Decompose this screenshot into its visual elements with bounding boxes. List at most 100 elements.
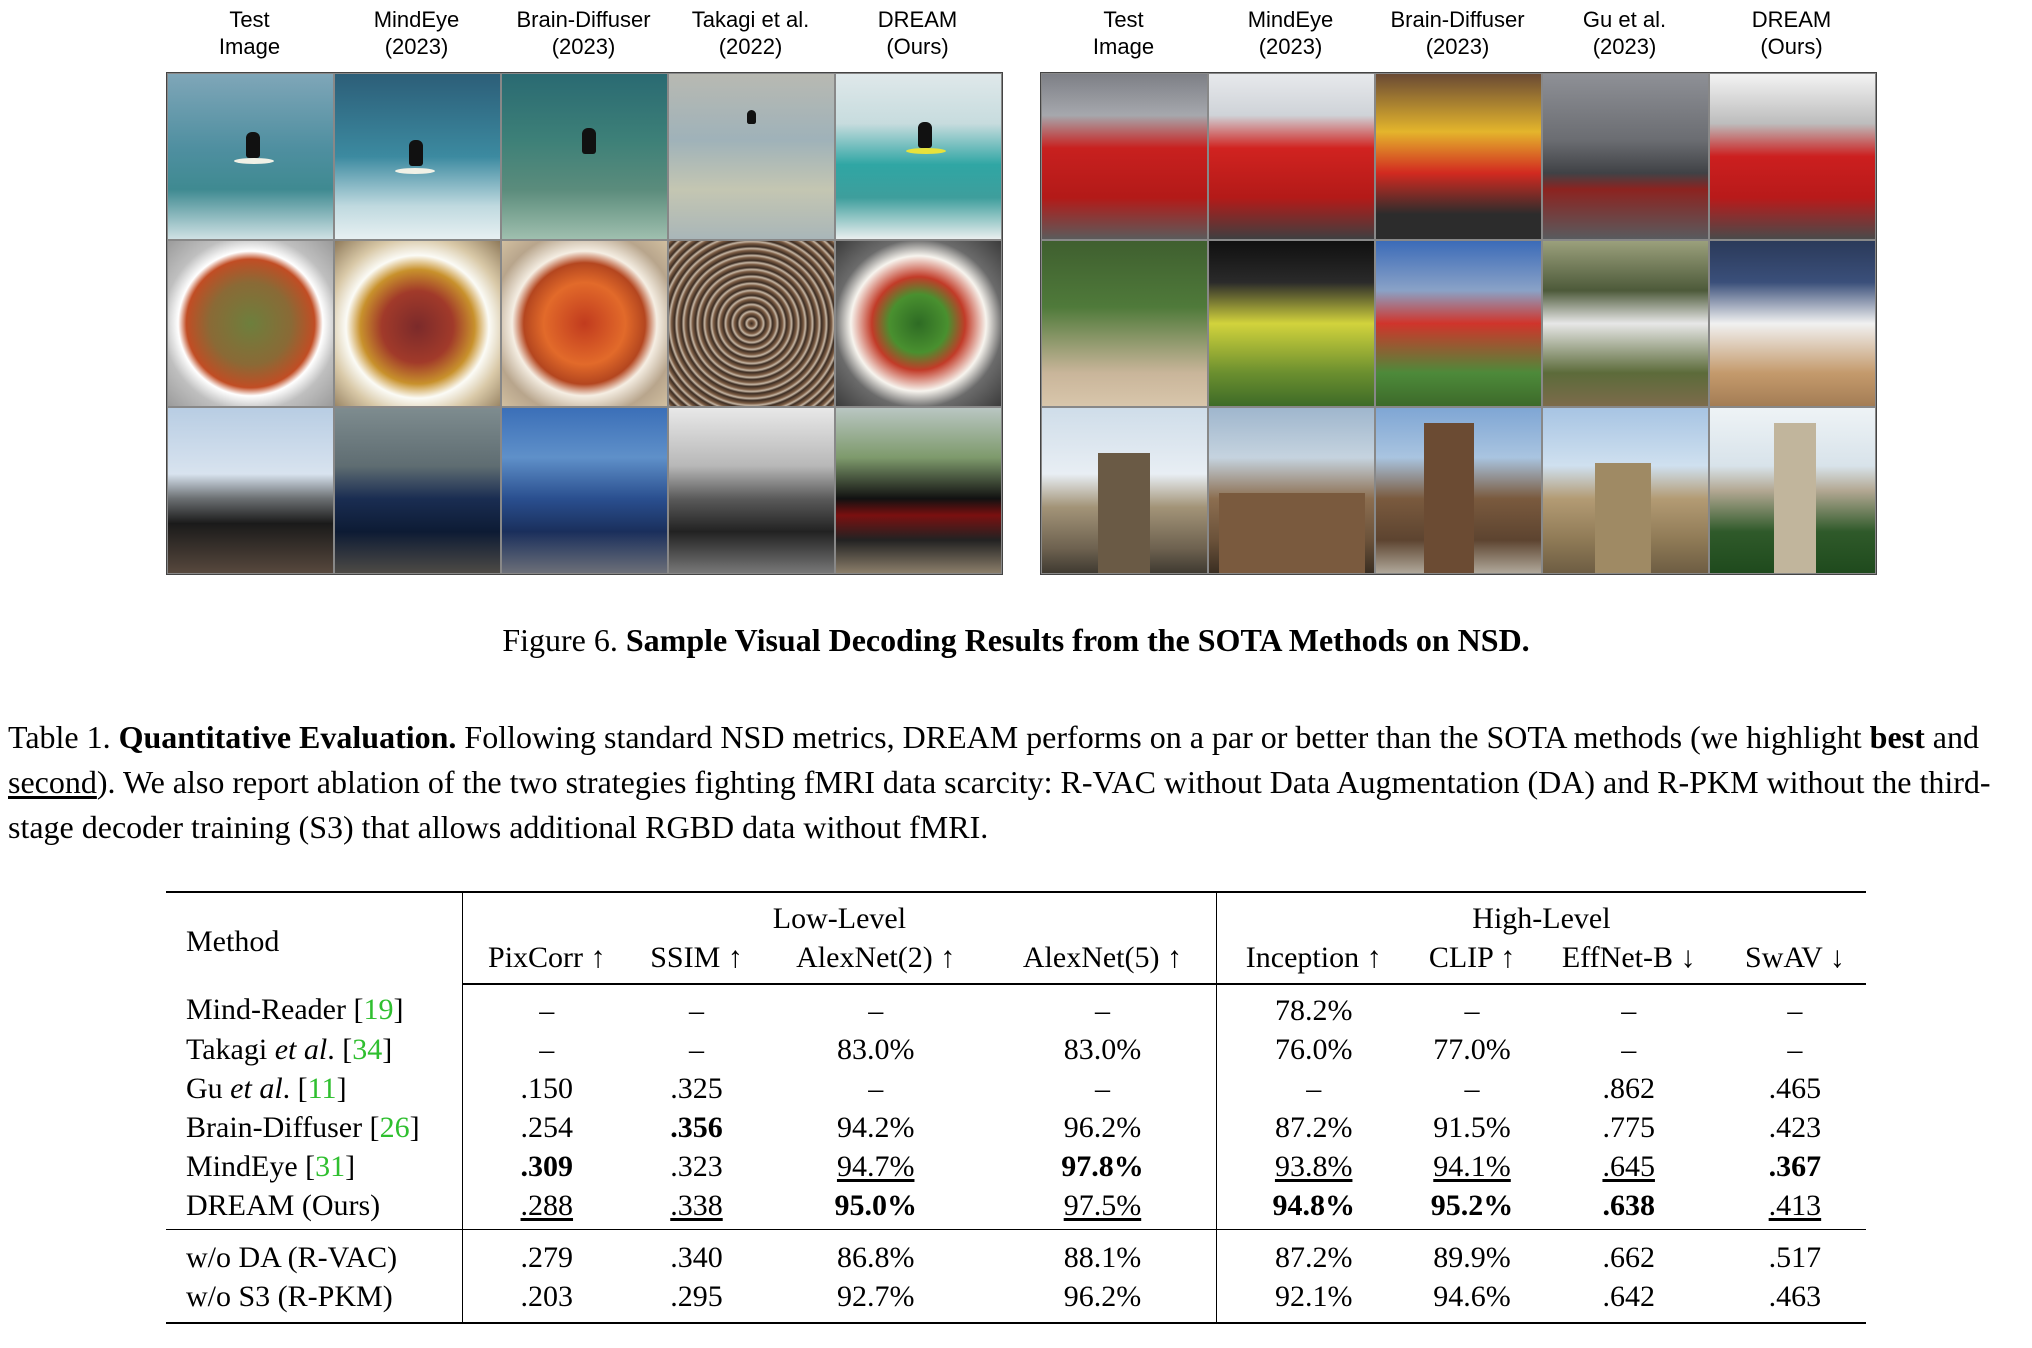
food-test-image xyxy=(167,240,334,407)
ball-test-image xyxy=(1041,240,1208,407)
column-header-clip: CLIP ↑ xyxy=(1410,938,1534,985)
column-header: Gu et al. (2023) xyxy=(1582,7,1667,59)
citation-link[interactable]: 11 xyxy=(307,1071,337,1105)
citation-link[interactable]: 19 xyxy=(363,993,394,1026)
column-header: MindEye (2023) xyxy=(373,7,460,59)
table-cell: 94.8% xyxy=(1215,1186,1411,1230)
cell-value: – xyxy=(1306,1071,1322,1105)
tower-dream-image xyxy=(1709,407,1876,574)
table-cell: .642 xyxy=(1533,1277,1724,1324)
cell-value: 94.2% xyxy=(836,1110,915,1144)
column-header: Brain-Diffuser (2023) xyxy=(1390,7,1525,59)
table-cell: .638 xyxy=(1533,1186,1724,1230)
surf-dream-image xyxy=(835,73,1002,240)
ball-brain-diffuser-image xyxy=(1375,240,1542,407)
train-takagi-image xyxy=(668,407,835,574)
method-name: w/o S3 (R-PKM) xyxy=(166,1277,463,1324)
citation-link[interactable]: 31 xyxy=(315,1149,346,1183)
column-header-inception: Inception ↑ xyxy=(1215,938,1411,985)
second-highlight-example: second xyxy=(8,764,97,800)
table-cell: 97.8% xyxy=(989,1147,1216,1186)
method-name-part: Mind-Reader [ xyxy=(186,993,364,1026)
table-row: MindEye [31] .309 .323 94.7% 97.8% 93.8% 94.1%… xyxy=(166,1147,1866,1186)
method-name-part: et al xyxy=(230,1071,283,1105)
table-cell: 96.2% xyxy=(989,1277,1217,1324)
surf-mindeye-image xyxy=(334,73,501,240)
table-cell: .203 xyxy=(461,1277,631,1324)
cell-value: .323 xyxy=(670,1149,723,1183)
results-table: Method Low-Level High-Level PixCorr ↑ SS… xyxy=(166,891,1866,1324)
table-cell: .645 xyxy=(1534,1147,1724,1186)
image-grid-right xyxy=(1040,72,1877,575)
best-value: 95.0% xyxy=(834,1188,917,1222)
table-cell: 76.0% xyxy=(1215,1030,1411,1069)
table-cell: .279 xyxy=(461,1229,631,1277)
citation-link[interactable]: 34 xyxy=(352,1032,383,1066)
cell-value: 87.2% xyxy=(1274,1110,1353,1144)
bus-dream-image xyxy=(1709,73,1876,240)
high-level-header: High-Level xyxy=(1215,891,1866,938)
table-cell: .325 xyxy=(631,1069,763,1108)
column-header-pixcorr: PixCorr ↑ xyxy=(461,938,631,985)
citation-link[interactable]: 26 xyxy=(379,1110,410,1144)
train-mindeye-image xyxy=(334,407,501,574)
cell-value: – xyxy=(539,1032,555,1066)
column-header-ssim: SSIM ↑ xyxy=(630,938,763,985)
table-cell: 89.9% xyxy=(1433,1240,1511,1274)
table-cell: 94.6% xyxy=(1410,1277,1534,1324)
table-title: Quantitative Evaluation. xyxy=(118,719,457,755)
cell-value: – xyxy=(1621,1032,1637,1066)
column-headers-left: Test Image MindEye (2023) Brain-Diffuser (2… xyxy=(166,0,1003,72)
table-cell: – xyxy=(1215,1069,1411,1108)
table-cell: 97.5% xyxy=(989,1186,1217,1230)
table-cell: – xyxy=(1724,984,1866,1030)
cell-value: .423 xyxy=(1768,1110,1822,1144)
cell-value: 78.2% xyxy=(1274,993,1353,1027)
method-name-part: Gu xyxy=(186,1071,231,1105)
cell-value: – xyxy=(1621,993,1637,1027)
best-highlight-example: best xyxy=(1869,719,1925,755)
table-row: Takagi et al. [34] – – 83.0% 83.0% 76.0% 77.0%… xyxy=(166,1030,1866,1069)
cell-value: 77.0% xyxy=(1433,1032,1511,1066)
cell-value: .150 xyxy=(520,1071,574,1105)
table-cell: 92.7% xyxy=(762,1277,990,1324)
table-cell: 93.8% xyxy=(1215,1147,1411,1186)
food-takagi-image xyxy=(668,240,835,407)
tower-gu-image xyxy=(1542,407,1709,574)
table-cell: 94.2% xyxy=(762,1108,989,1147)
column-header: Test Image xyxy=(218,7,281,59)
table-cell: 94.1% xyxy=(1411,1147,1534,1186)
cell-value: 76.0% xyxy=(1274,1032,1353,1066)
best-value: .309 xyxy=(520,1149,574,1183)
method-name-part: ] xyxy=(345,1149,356,1183)
table-cell: 83.0% xyxy=(989,1030,1216,1069)
cell-value: – xyxy=(1787,1032,1803,1066)
train-brain-diffuser-image xyxy=(501,407,668,574)
bus-brain-diffuser-image xyxy=(1375,73,1542,240)
tower-mindeye-image xyxy=(1208,407,1375,574)
table-cell: 96.2% xyxy=(989,1108,1216,1147)
table-cell: 87.2% xyxy=(1215,1229,1411,1277)
method-name-part: ] xyxy=(336,1071,347,1105)
table-cell: .309 xyxy=(461,1147,631,1186)
figure-caption: Figure 6. Sample Visual Decoding Results… xyxy=(0,620,2032,660)
method-name: Mind-Reader [19] xyxy=(166,984,463,1030)
cell-value: – xyxy=(1464,1071,1480,1105)
cell-value: – xyxy=(1787,993,1803,1027)
results-rows: Mind-Reader [19] – – – –78.2% – – – Takagi et al… xyxy=(166,984,1866,1230)
train-test-image xyxy=(167,407,334,574)
table-cell: .862 xyxy=(1534,1069,1724,1108)
method-name-part: MindEye [ xyxy=(186,1149,316,1183)
method-name-part: ] xyxy=(382,1032,393,1066)
figure-label: Figure 6. xyxy=(502,622,618,658)
column-header: Test Image xyxy=(1092,7,1155,59)
table-cell: .662 xyxy=(1602,1240,1655,1274)
table-cell: – xyxy=(762,984,989,1030)
table-cell: – xyxy=(461,1030,631,1069)
table-cell: – xyxy=(1534,984,1724,1030)
second-value: 97.5% xyxy=(1063,1188,1142,1222)
method-name: DREAM (Ours) xyxy=(166,1186,463,1230)
method-name-part: . [ xyxy=(282,1071,308,1105)
table-caption-text-continued: ). We also report ablation of the two st… xyxy=(8,764,1991,845)
column-headers-right: Test Image MindEye (2023) Brain-Diffuser (2… xyxy=(1040,0,1877,72)
